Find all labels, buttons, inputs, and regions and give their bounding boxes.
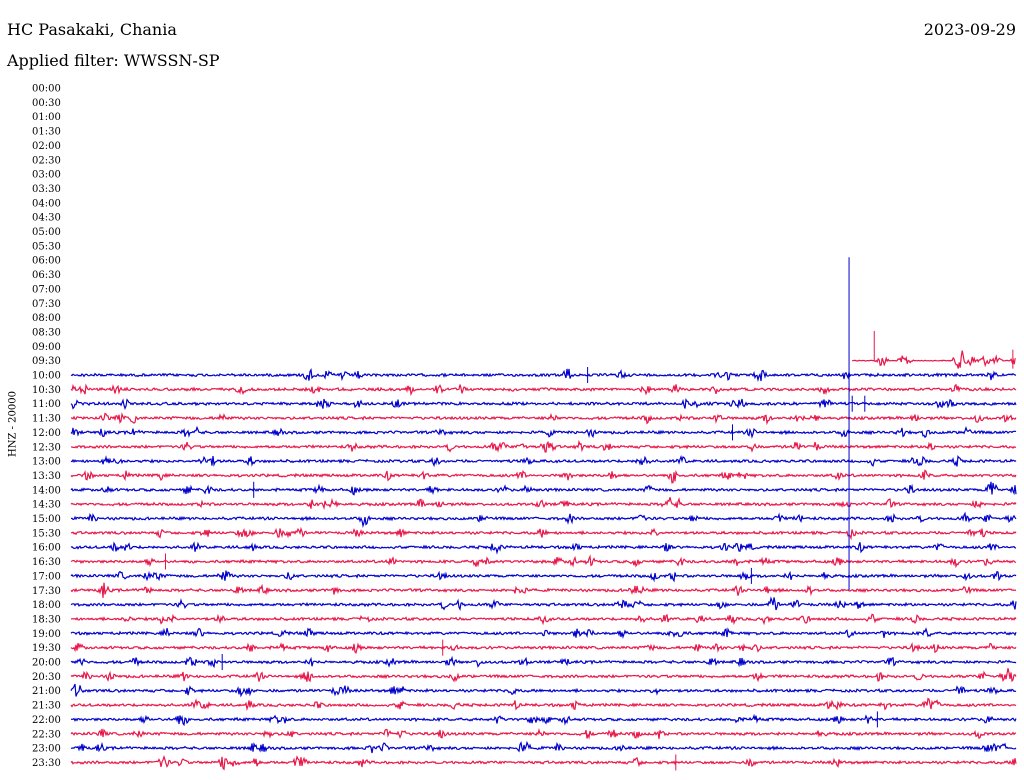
row-label-0600: 06:00 [32,256,61,267]
row-label-0830: 08:30 [32,327,61,338]
row-label-0200: 02:00 [32,141,61,152]
trace-row-1500 [70,511,1017,529]
row-label-0430: 04:30 [32,213,61,224]
trace-row-2230 [70,728,1017,740]
row-label-1300: 13:00 [32,457,61,468]
row-label-0400: 04:00 [32,198,61,209]
trace-row-2100 [70,683,1017,698]
row-label-1830: 18:30 [32,614,61,625]
row-label-1230: 12:30 [32,442,61,453]
trace-row-1000 [70,368,1017,383]
trace-row-1430 [70,496,1017,511]
row-label-2130: 21:30 [32,701,61,712]
date-label: 2023-09-29 [923,20,1016,39]
row-label-0900: 09:00 [32,342,61,353]
row-label-1200: 12:00 [32,428,61,439]
trace-row-2200 [70,713,1017,727]
row-label-1400: 14:00 [32,485,61,496]
row-label-0700: 07:00 [32,284,61,295]
row-label-2330: 23:30 [32,758,61,769]
trace-row-1400 [70,481,1017,496]
trace-row-1030 [70,383,1017,397]
trace-row-1200 [70,425,1017,439]
trace-row-1130 [70,412,1017,426]
event-spikes [165,257,1014,771]
trace-row-1730 [70,582,1017,598]
trace-row-1930 [70,641,1017,654]
row-label-0230: 02:30 [32,155,61,166]
row-label-2230: 22:30 [32,729,61,740]
row-label-1730: 17:30 [32,586,61,597]
row-label-1500: 15:00 [32,514,61,525]
trace-row-1230 [70,439,1017,453]
trace-row-2030 [70,668,1017,683]
row-label-0000: 00:00 [32,84,61,95]
row-label-1030: 10:30 [32,385,61,396]
trace-row-1600 [70,541,1017,555]
row-label-1530: 15:30 [32,528,61,539]
row-label-1800: 18:00 [32,600,61,611]
seismic-traces [70,350,1017,771]
trace-row-1830 [70,613,1017,626]
row-label-0100: 01:00 [32,112,61,123]
trace-row-2130 [70,697,1017,712]
trace-row-2000 [70,655,1017,669]
row-label-1630: 16:30 [32,557,61,568]
row-label-1700: 17:00 [32,571,61,582]
row-label-1600: 16:00 [32,543,61,554]
trace-row-1100 [70,398,1017,410]
row-label-2030: 20:30 [32,672,61,683]
trace-row-1700 [70,570,1017,583]
trace-row-1330 [70,469,1017,484]
row-label-0330: 03:30 [32,184,61,195]
row-label-0300: 03:00 [32,170,61,181]
station-title: HC Pasakaki, Chania [7,20,177,39]
row-label-1000: 10:00 [32,371,61,382]
row-label-1930: 19:30 [32,643,61,654]
row-label-2200: 22:00 [32,715,61,726]
trace-row-1530 [71,526,1017,541]
trace-row-2330 [70,754,1017,771]
trace-row-0930 [852,350,1016,369]
trace-row-1300 [70,455,1017,468]
row-label-2100: 21:00 [32,686,61,697]
row-label-0730: 07:30 [32,299,61,310]
trace-row-2300 [70,740,1017,754]
row-label-2000: 20:00 [32,658,61,669]
trace-row-1630 [70,554,1017,569]
trace-row-1800 [70,596,1017,611]
row-label-0500: 05:00 [32,227,61,238]
row-time-labels: 00:00 00:30 01:00 01:30 02:00 02:30 03:00 03:30… [32,84,61,769]
row-label-0800: 08:00 [32,313,61,324]
row-label-1130: 11:30 [32,414,61,425]
row-label-0030: 00:30 [32,98,61,109]
row-label-0130: 01:30 [32,127,61,138]
row-label-1330: 13:30 [32,471,61,482]
row-label-0530: 05:30 [32,241,61,252]
row-label-1900: 19:00 [32,629,61,640]
row-label-0630: 06:30 [32,270,61,281]
filter-label: Applied filter: WWSSN-SP [7,51,220,70]
trace-row-1900 [70,627,1017,639]
row-label-1100: 11:00 [32,399,61,410]
row-label-0930: 09:30 [32,356,61,367]
row-label-1430: 14:30 [32,500,61,511]
row-label-2300: 23:00 [32,744,61,755]
